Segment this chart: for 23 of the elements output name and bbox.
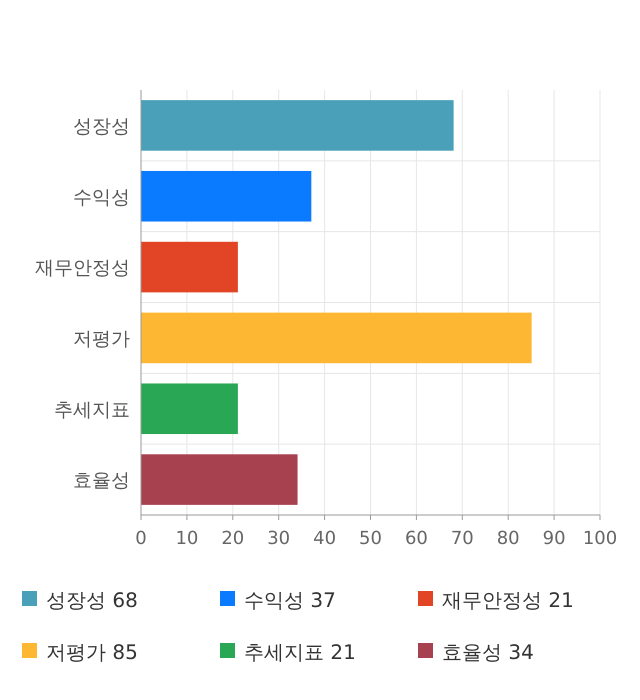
x-tick-label: 80 <box>496 528 520 549</box>
y-tick-label: 추세지표 <box>54 398 130 421</box>
text: 추세지표 21 <box>244 640 356 664</box>
y-tick-label: 저평가 <box>73 328 130 350</box>
x-tick-label: 50 <box>359 528 382 549</box>
text: 성장성 68 <box>46 588 138 612</box>
x-tick-label: 70 <box>450 528 474 549</box>
y-tick-label: 성장성 <box>73 115 130 138</box>
x-tick-label: 0 <box>135 528 147 549</box>
x-tick-label: 10 <box>175 528 198 549</box>
x-tick-label: 60 <box>404 528 428 549</box>
x-tick-label: 90 <box>542 528 566 549</box>
text: 재무안정성 21 <box>442 588 574 612</box>
y-tick-label: 효율성 <box>73 470 130 492</box>
text: 효율성 34 <box>442 640 534 664</box>
x-tick-label: 40 <box>313 528 336 549</box>
x-tick-label: 100 <box>582 528 618 549</box>
text: 수익성 37 <box>244 588 336 612</box>
x-tick-label: 20 <box>221 528 244 549</box>
y-tick-label: 재무안정성 <box>35 257 130 280</box>
text: 저평가 85 <box>46 640 138 664</box>
x-tick-label: 30 <box>267 528 290 549</box>
y-tick-label: 수익성 <box>73 186 130 208</box>
